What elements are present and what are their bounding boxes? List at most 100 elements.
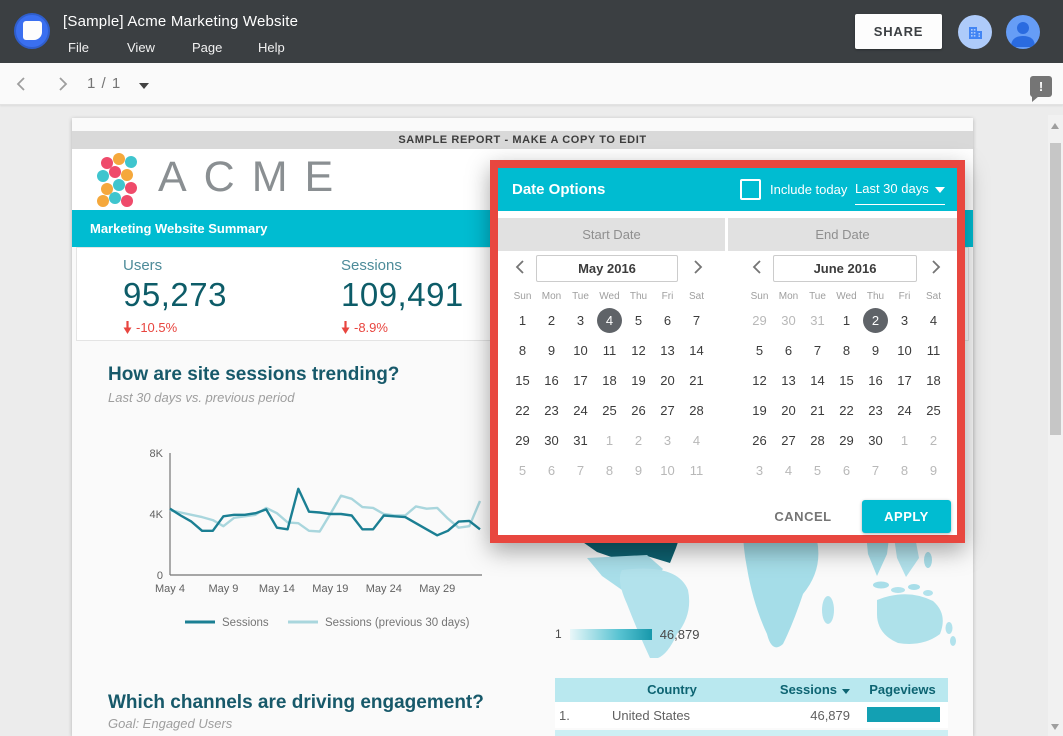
next-page-icon[interactable] [54, 76, 70, 92]
calendar-day[interactable]: 6 [655, 308, 680, 333]
calendar-day[interactable]: 8 [834, 338, 859, 363]
calendar-day[interactable]: 28 [805, 428, 830, 453]
menu-file[interactable]: File [68, 40, 89, 55]
include-today-label[interactable]: Include today [770, 168, 847, 211]
calendar-day[interactable]: 29 [747, 308, 772, 333]
calendar-day[interactable]: 5 [747, 338, 772, 363]
prev-month-icon[interactable] [750, 259, 766, 275]
calendar-day[interactable]: 17 [892, 368, 917, 393]
calendar-day[interactable]: 20 [655, 368, 680, 393]
calendar-day[interactable]: 21 [684, 368, 709, 393]
date-range-select[interactable]: Last 30 days [855, 168, 929, 209]
calendar-day[interactable]: 25 [921, 398, 946, 423]
calendar-day[interactable]: 8 [892, 458, 917, 483]
page-dropdown-caret-icon[interactable] [139, 83, 149, 89]
calendar-day[interactable]: 9 [626, 458, 651, 483]
calendar-day[interactable]: 14 [684, 338, 709, 363]
menu-help[interactable]: Help [258, 40, 285, 55]
calendar-day[interactable]: 13 [655, 338, 680, 363]
calendar-day[interactable]: 22 [510, 398, 535, 423]
calendar-day[interactable]: 10 [655, 458, 680, 483]
calendar-day[interactable]: 12 [626, 338, 651, 363]
calendar-day[interactable]: 2 [539, 308, 564, 333]
calendar-day[interactable]: 7 [684, 308, 709, 333]
calendar-day[interactable]: 3 [747, 458, 772, 483]
calendar-day[interactable]: 11 [921, 338, 946, 363]
calendar-day[interactable]: 5 [510, 458, 535, 483]
calendar-day[interactable]: 27 [655, 398, 680, 423]
report-title[interactable]: [Sample] Acme Marketing Website [63, 13, 298, 30]
calendar-day[interactable]: 30 [776, 308, 801, 333]
calendar-day[interactable]: 13 [776, 368, 801, 393]
calendar-day[interactable]: 26 [747, 428, 772, 453]
calendar-day[interactable]: 7 [805, 338, 830, 363]
data-studio-logo-icon[interactable] [14, 13, 50, 49]
calendar-day[interactable]: 29 [834, 428, 859, 453]
calendar-day[interactable]: 1 [597, 428, 622, 453]
calendar-day[interactable]: 1 [510, 308, 535, 333]
calendar-day[interactable]: 8 [510, 338, 535, 363]
prev-month-icon[interactable] [513, 259, 529, 275]
calendar-day[interactable]: 18 [921, 368, 946, 393]
menu-view[interactable]: View [127, 40, 155, 55]
calendar-day[interactable]: 1 [834, 308, 859, 333]
user-avatar[interactable] [1006, 15, 1040, 49]
calendar-day[interactable]: 12 [747, 368, 772, 393]
calendar-day[interactable]: 4 [684, 428, 709, 453]
calendar-day[interactable]: 23 [863, 398, 888, 423]
calendar-day[interactable]: 23 [539, 398, 564, 423]
calendar-day[interactable]: 24 [892, 398, 917, 423]
calendar-day[interactable]: 2 [921, 428, 946, 453]
calendar-day[interactable]: 6 [776, 338, 801, 363]
calendar-day[interactable]: 3 [655, 428, 680, 453]
map-country-australia[interactable] [877, 594, 943, 644]
calendar-day[interactable]: 28 [684, 398, 709, 423]
calendar-day[interactable]: 17 [568, 368, 593, 393]
scroll-up-icon[interactable] [1051, 123, 1059, 129]
calendar-day[interactable]: 6 [834, 458, 859, 483]
scrollbar-thumb[interactable] [1050, 143, 1061, 435]
apply-button[interactable]: APPLY [862, 500, 951, 533]
share-button[interactable]: SHARE [855, 14, 942, 49]
col-sessions[interactable]: Sessions [735, 682, 850, 697]
scroll-down-icon[interactable] [1051, 724, 1059, 730]
calendar-day[interactable]: 31 [805, 308, 830, 333]
calendar-day[interactable]: 4 [597, 308, 622, 333]
calendar-day[interactable]: 3 [568, 308, 593, 333]
calendar-day[interactable]: 4 [776, 458, 801, 483]
calendar-day[interactable]: 19 [747, 398, 772, 423]
calendar-day[interactable]: 8 [597, 458, 622, 483]
vertical-scrollbar[interactable] [1048, 115, 1063, 736]
calendar-day[interactable]: 26 [626, 398, 651, 423]
calendar-day[interactable]: 22 [834, 398, 859, 423]
next-month-icon[interactable] [689, 259, 705, 275]
calendar-day[interactable]: 11 [597, 338, 622, 363]
calendar-day[interactable]: 15 [834, 368, 859, 393]
calendar-day[interactable]: 7 [568, 458, 593, 483]
calendar-day[interactable]: 2 [863, 308, 888, 333]
calendar-day[interactable]: 10 [568, 338, 593, 363]
calendar-day[interactable]: 11 [684, 458, 709, 483]
organization-button[interactable] [958, 15, 992, 49]
chevron-down-icon[interactable] [935, 187, 945, 193]
next-month-icon[interactable] [927, 259, 943, 275]
calendar-day[interactable]: 27 [776, 428, 801, 453]
calendar-day[interactable]: 30 [863, 428, 888, 453]
col-country[interactable]: Country [612, 682, 732, 697]
calendar-day[interactable]: 9 [539, 338, 564, 363]
col-pageviews[interactable]: Pageviews [860, 682, 945, 697]
calendar-day[interactable]: 5 [805, 458, 830, 483]
calendar-day[interactable]: 6 [539, 458, 564, 483]
calendar-day[interactable]: 18 [597, 368, 622, 393]
calendar-day[interactable]: 9 [921, 458, 946, 483]
calendar-day[interactable]: 2 [626, 428, 651, 453]
calendar-day[interactable]: 24 [568, 398, 593, 423]
tab-end-date[interactable]: End Date [728, 218, 957, 251]
calendar-day[interactable]: 31 [568, 428, 593, 453]
calendar-day[interactable]: 5 [626, 308, 651, 333]
calendar-day[interactable]: 10 [892, 338, 917, 363]
calendar-day[interactable]: 30 [539, 428, 564, 453]
calendar-day[interactable]: 7 [863, 458, 888, 483]
include-today-checkbox[interactable] [740, 179, 761, 200]
previous-page-icon[interactable] [14, 76, 30, 92]
